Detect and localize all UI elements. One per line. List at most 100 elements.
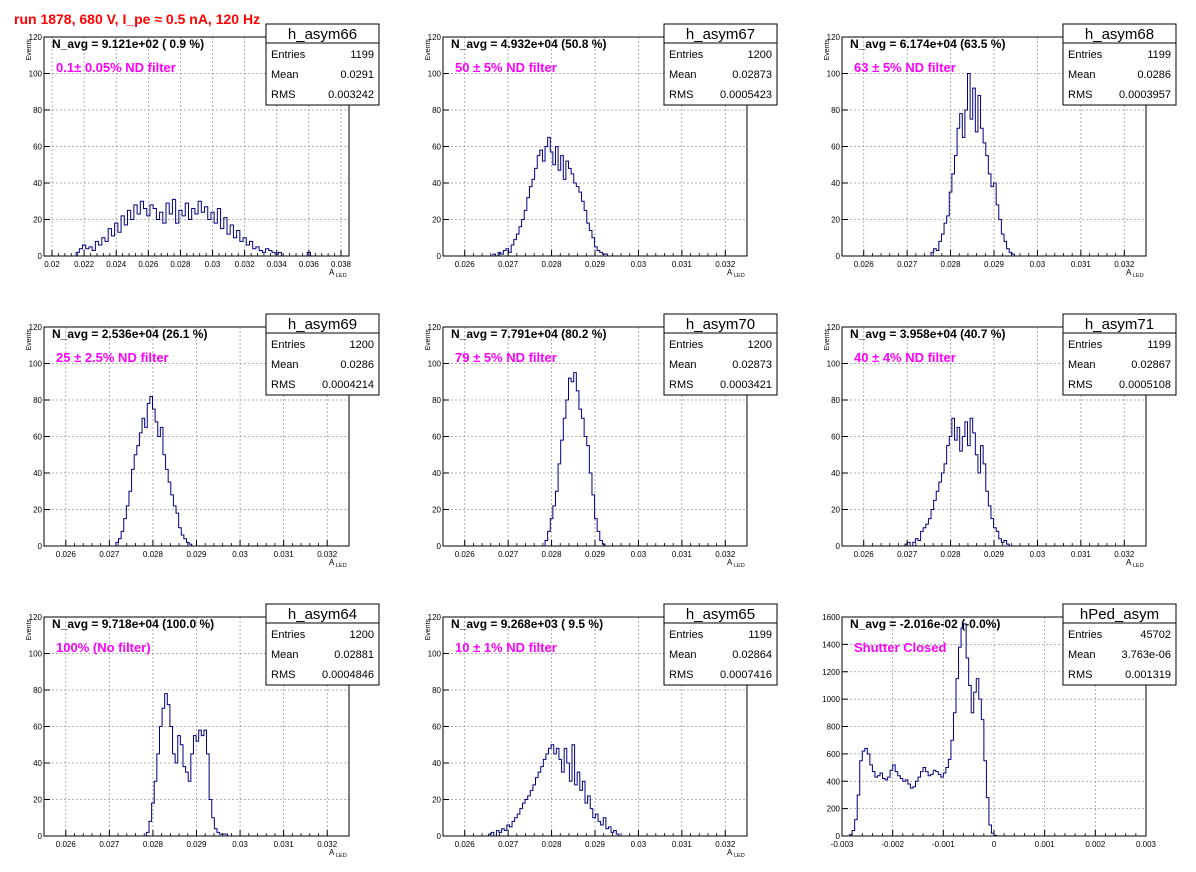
- x-tick-label: 0.002: [1085, 840, 1106, 849]
- y-tick-label: 0: [836, 252, 841, 261]
- y-tick-label: 80: [831, 396, 840, 405]
- x-tick-label: 0.031: [1071, 260, 1092, 269]
- navg-label: N_avg = 6.174e+04 (63.5 %): [850, 37, 1005, 51]
- y-tick-label: 100: [428, 360, 442, 369]
- y-tick-label: 100: [827, 360, 841, 369]
- y-tick-label: 20: [33, 216, 42, 225]
- y-tick-label: 40: [33, 759, 42, 768]
- x-tick-label: 0.027: [897, 260, 918, 269]
- navg-label: N_avg = 3.958e+04 (40.7 %): [850, 327, 1005, 341]
- stats-label: Entries: [1068, 339, 1103, 351]
- x-tick-label: 0.029: [585, 550, 606, 559]
- x-axis-label: A: [1126, 558, 1132, 567]
- stats-value: 3.763e-06: [1121, 649, 1171, 661]
- x-tick-label: 0.029: [585, 840, 606, 849]
- x-tick-label: 0.031: [672, 260, 693, 269]
- x-tick-label: 0.026: [455, 260, 476, 269]
- histogram-name: h_asym64: [288, 606, 357, 623]
- histogram-pad-h_asym65: 0.026 0.027 0.028 0.029 0.03 0.031 0.032 0 20 40 6…: [425, 603, 778, 859]
- x-tick-label: 0.026: [138, 260, 159, 269]
- x-tick-label: 0.031: [274, 550, 295, 559]
- x-tick-label: 0.028: [143, 550, 164, 559]
- stats-label: Mean: [271, 69, 299, 81]
- histogram-series-h_asym66: [75, 198, 317, 257]
- x-tick-label: -0.001: [932, 840, 955, 849]
- stats-value: 1199: [1147, 339, 1171, 351]
- stats-label: RMS: [271, 89, 295, 101]
- stats-label: RMS: [669, 89, 693, 101]
- y-tick-label: 80: [33, 106, 42, 115]
- x-tick-label: -0.003: [831, 840, 854, 849]
- histogram-series-h_asym68: [930, 73, 1015, 256]
- stats-value: 1200: [350, 339, 374, 351]
- stats-value: 45702: [1140, 629, 1171, 641]
- y-tick-label: 1400: [822, 640, 840, 649]
- x-axis-label-sub: LED: [1133, 563, 1144, 569]
- x-tick-label: 0.032: [1114, 550, 1135, 559]
- x-axis-label-sub: LED: [336, 853, 347, 859]
- x-tick-label: 0.038: [331, 260, 352, 269]
- x-tick-label: 0.03: [1030, 260, 1046, 269]
- stats-value: 1200: [748, 49, 772, 61]
- x-axis-label-sub: LED: [336, 563, 347, 569]
- histogram-name: h_asym69: [288, 316, 357, 333]
- x-tick-label: 0.03: [631, 840, 647, 849]
- stats-label: Mean: [669, 359, 697, 371]
- y-tick-label: 0: [437, 252, 442, 261]
- stats-label: Mean: [1068, 359, 1096, 371]
- histogram-name: hPed_asym: [1080, 606, 1159, 623]
- y-tick-label: 60: [33, 433, 42, 442]
- y-tick-label: 1000: [822, 695, 840, 704]
- x-tick-label: 0.03: [631, 260, 647, 269]
- stats-box: [663, 42, 778, 106]
- y-tick-label: 200: [827, 805, 841, 814]
- histogram-series-h_asym69: [115, 395, 193, 546]
- stats-value: 0.0005108: [1119, 379, 1171, 391]
- y-tick-label: 20: [831, 216, 840, 225]
- y-tick-label: 120: [428, 33, 442, 42]
- y-tick-label: 0: [437, 542, 442, 551]
- stats-value: 1199: [350, 49, 374, 61]
- y-tick-label: 20: [432, 216, 441, 225]
- y-tick-label: 100: [827, 70, 841, 79]
- navg-label: N_avg = 9.718e+04 (100.0 %): [52, 617, 214, 631]
- x-tick-label: 0.031: [274, 840, 295, 849]
- stats-label: Mean: [1068, 69, 1096, 81]
- y-tick-label: 60: [831, 143, 840, 152]
- filter-annotation: Shutter Closed: [854, 640, 947, 655]
- stats-box: [663, 332, 778, 396]
- y-tick-label: 20: [831, 506, 840, 515]
- navg-label: N_avg = 7.791e+04 (80.2 %): [451, 327, 606, 341]
- x-tick-label: 0.032: [235, 260, 256, 269]
- y-tick-label: 100: [428, 650, 442, 659]
- histogram-pad-h_asym70: 0.026 0.027 0.028 0.029 0.03 0.031 0.032 0 20 40 6…: [425, 313, 778, 569]
- stats-value: 0.0286: [1137, 69, 1171, 81]
- histogram-name: h_asym66: [288, 26, 357, 43]
- x-tick-label: 0.036: [299, 260, 320, 269]
- x-axis-label: A: [329, 268, 335, 277]
- stats-value: 1200: [748, 339, 772, 351]
- stats-label: Entries: [1068, 49, 1103, 61]
- x-axis-label: A: [329, 558, 335, 567]
- histogram-pad-h_asym66: 0.02 0.022 0.024 0.026 0.028 0.03 0.032 0.034 0.…: [26, 23, 380, 279]
- stats-box: [265, 332, 380, 396]
- x-tick-label: 0.026: [455, 840, 476, 849]
- x-tick-label: 0.003: [1136, 840, 1157, 849]
- navg-label: N_avg = 4.932e+04 (50.8 %): [451, 37, 606, 51]
- filter-annotation: 10 ± 1% ND filter: [455, 640, 557, 655]
- stats-value: 0.0291: [340, 69, 374, 81]
- x-tick-label: 0.028: [941, 260, 962, 269]
- stats-value: 0.0004214: [322, 379, 374, 391]
- filter-annotation: 100% (No filter): [56, 640, 151, 655]
- x-tick-label: 0.03: [1030, 550, 1046, 559]
- x-tick-label: 0.026: [854, 260, 875, 269]
- y-axis-label: Events: [26, 329, 33, 351]
- y-tick-label: 80: [33, 396, 42, 405]
- histogram-series-h_asym71: [904, 417, 1010, 547]
- y-tick-label: 120: [428, 323, 442, 332]
- y-tick-label: 80: [432, 686, 441, 695]
- y-tick-label: 60: [432, 723, 441, 732]
- x-tick-label: 0.028: [941, 550, 962, 559]
- x-tick-label: 0.032: [1114, 260, 1135, 269]
- stats-value: 0.0005423: [720, 89, 772, 101]
